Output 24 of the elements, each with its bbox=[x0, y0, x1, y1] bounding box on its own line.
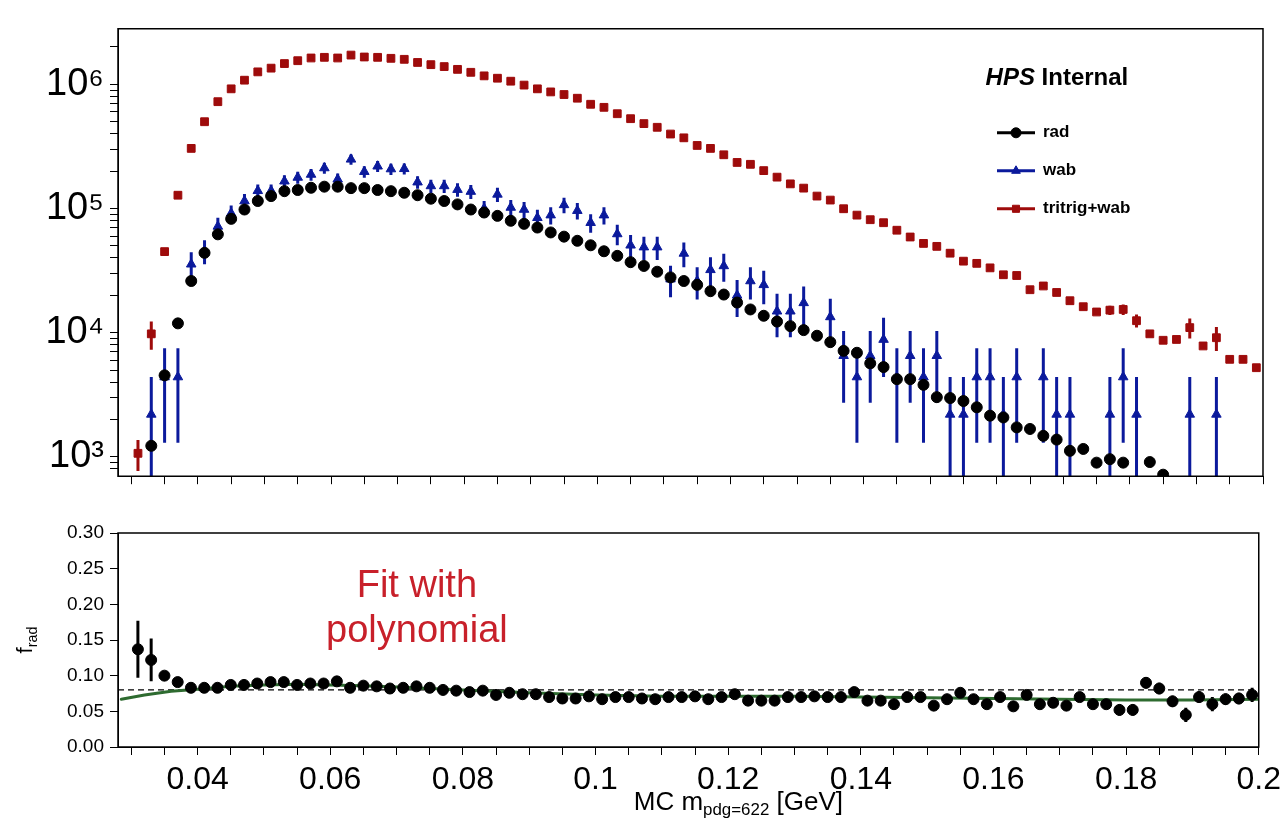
x-tick-label: 0.2 bbox=[1236, 760, 1281, 797]
y-tick-label: 10³ bbox=[49, 433, 104, 476]
x-tick-label: 0.04 bbox=[166, 760, 229, 797]
y-tick-label: 0.05 bbox=[67, 699, 104, 721]
y-tick-label: 0.10 bbox=[67, 663, 104, 685]
y-tick-label: 0.00 bbox=[67, 735, 104, 757]
y-tick-label: 0.25 bbox=[67, 556, 104, 578]
legend-label: wab bbox=[1042, 160, 1077, 180]
legend-label: tritrig+wab bbox=[1043, 198, 1131, 218]
y-tick-label: 0.20 bbox=[67, 592, 104, 614]
y-tick-label: 0.15 bbox=[67, 628, 104, 650]
x-tick-label: 0.06 bbox=[299, 760, 362, 797]
y-tick-label: 10⁵ bbox=[45, 185, 104, 228]
y-tick-label: 10⁶ bbox=[46, 60, 104, 103]
legend-label: rad bbox=[1043, 122, 1070, 142]
x-tick-label: 0.1 bbox=[573, 760, 618, 797]
y-axis-title: frad bbox=[12, 626, 40, 654]
x-tick-label: 0.08 bbox=[431, 760, 495, 797]
y-tick-label: 10⁴ bbox=[45, 309, 104, 352]
annotation: HPS Internal bbox=[985, 62, 1129, 90]
x-tick-label: 0.18 bbox=[1094, 760, 1158, 797]
annotation: Fit with polynomial bbox=[326, 562, 508, 650]
x-tick-label: 0.16 bbox=[962, 760, 1025, 797]
y-tick-label: 0.30 bbox=[67, 521, 104, 543]
